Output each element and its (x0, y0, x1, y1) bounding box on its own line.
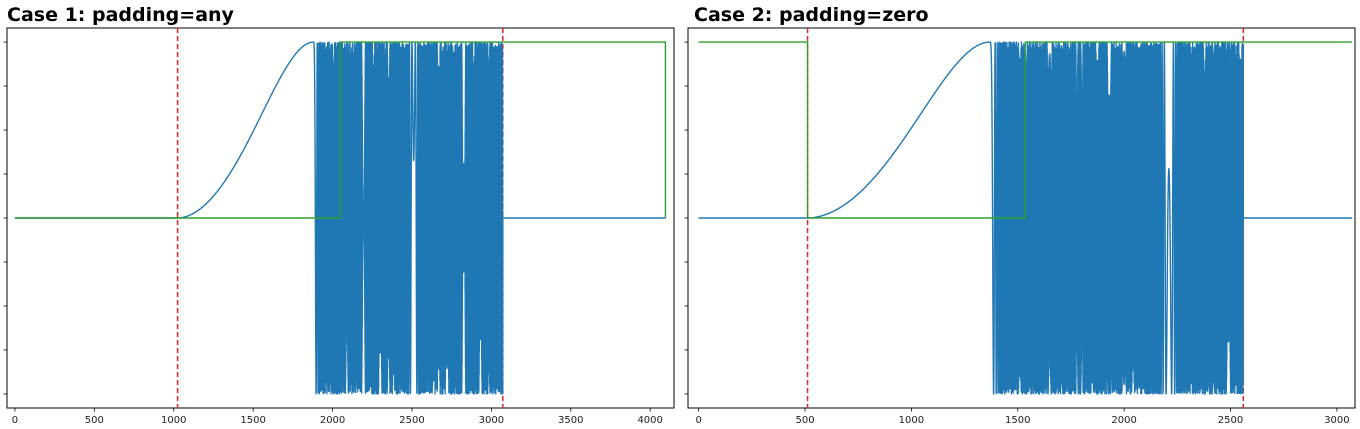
x-tick-label: 500 (795, 415, 814, 426)
panel-case-1: Case 1: padding=any 0 500 1000 1500 2000 2500… (3, 4, 675, 426)
x-tick-label: 2000 (320, 415, 345, 426)
series-window-line (14, 41, 667, 219)
x-tick-label: 2500 (399, 415, 424, 426)
x-tick-label: 2500 (1218, 415, 1243, 426)
x-tick-label: 3000 (479, 415, 504, 426)
x-tick-label: 500 (85, 415, 104, 426)
ticks-layer: 0 500 1000 1500 2000 2500 3000 (684, 41, 1350, 426)
panel-case-2: Case 2: padding=zero 0 500 1000 1500 2000 250… (684, 4, 1356, 426)
x-tick-label: 1500 (240, 415, 265, 426)
x-tick-label: 0 (12, 415, 18, 426)
x-tick-label: 1000 (161, 415, 186, 426)
x-tick-label: 4000 (637, 415, 662, 426)
panel-title: Case 2: padding=zero (694, 4, 929, 26)
x-tick-label: 2000 (1111, 415, 1136, 426)
series-layer (698, 41, 1353, 395)
x-tick-label: 0 (695, 415, 701, 426)
x-tick-label: 3000 (1324, 415, 1349, 426)
x-tick-label: 1500 (1005, 415, 1030, 426)
panel-title: Case 1: padding=any (7, 4, 235, 26)
series-layer (14, 41, 667, 395)
series-window-line (698, 41, 1353, 219)
x-tick-label: 3500 (558, 415, 583, 426)
ticks-layer: 0 500 1000 1500 2000 2500 3000 3500 4000 (3, 41, 663, 426)
x-tick-label: 1000 (899, 415, 924, 426)
